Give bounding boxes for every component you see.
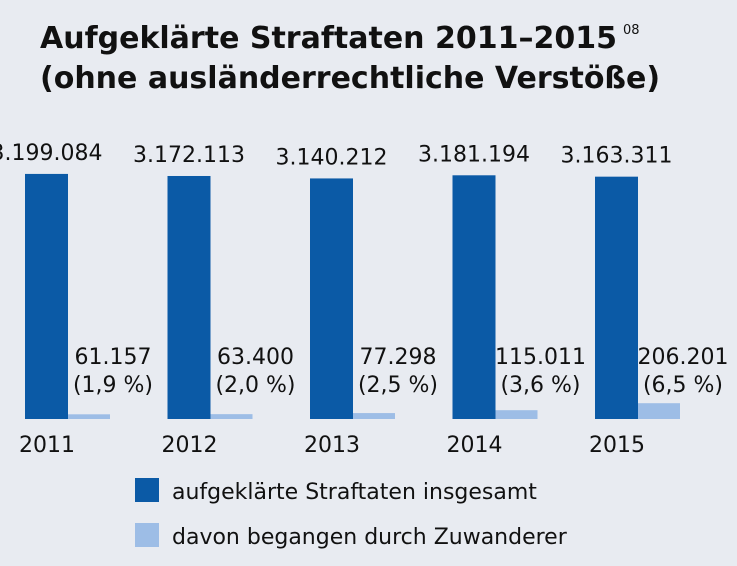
legend-label-total: aufgeklärte Straftaten insgesamt	[172, 480, 537, 505]
value-label-total-2014: 3.181.194	[418, 142, 530, 167]
value-label-total-2015: 3.163.311	[561, 144, 673, 169]
chart-subtitle: (ohne ausländerrechtliche Verstöße)	[40, 61, 660, 96]
percent-label-migrants-2013: (2,5 %)	[358, 373, 438, 398]
x-tick-label-2012: 2012	[162, 433, 218, 458]
bar-total-2012	[167, 175, 211, 419]
x-tick-label-2015: 2015	[589, 433, 645, 458]
value-label-total-2012: 3.172.113	[133, 143, 245, 168]
bar-migrants-2011	[68, 414, 110, 419]
bar-migrants-2012	[210, 414, 253, 419]
value-label-migrants-2011: 61.157	[75, 345, 152, 370]
legend-swatch-migrants	[135, 523, 159, 547]
percent-label-migrants-2015: (6,5 %)	[643, 373, 723, 398]
bar-total-2014	[452, 175, 496, 419]
bar-total-2013	[310, 178, 353, 419]
x-tick-label-2013: 2013	[304, 433, 360, 458]
legend-label-migrants: davon begangen durch Zuwanderer	[172, 525, 568, 550]
percent-label-migrants-2014: (3,6 %)	[500, 373, 580, 398]
plot-area: 3.199.084 61.157 (1,9 %) 2011 3.172.113 63.40…	[0, 141, 728, 458]
chart-title: Aufgeklärte Straftaten 2011–2015 08	[40, 21, 640, 56]
value-label-migrants-2015: 206.201	[638, 345, 729, 370]
bar-migrants-2014	[495, 410, 538, 419]
bar-total-2015	[595, 176, 638, 419]
x-tick-label-2011: 2011	[19, 433, 75, 458]
legend-swatch-total	[135, 478, 159, 502]
x-tick-label-2014: 2014	[447, 433, 503, 458]
legend: aufgeklärte Straftaten insgesamt davon b…	[135, 478, 568, 550]
bar-migrants-2015	[638, 403, 680, 419]
percent-label-migrants-2011: (1,9 %)	[73, 373, 153, 398]
bar-migrants-2013	[353, 413, 395, 419]
value-label-migrants-2012: 63.400	[217, 345, 294, 370]
percent-label-migrants-2012: (2,0 %)	[215, 373, 295, 398]
value-label-total-2013: 3.140.212	[276, 145, 388, 170]
value-label-migrants-2013: 77.298	[360, 345, 437, 370]
bar-total-2011	[25, 173, 68, 419]
value-label-migrants-2014: 115.011	[495, 345, 586, 370]
value-label-total-2011: 3.199.084	[0, 141, 102, 166]
